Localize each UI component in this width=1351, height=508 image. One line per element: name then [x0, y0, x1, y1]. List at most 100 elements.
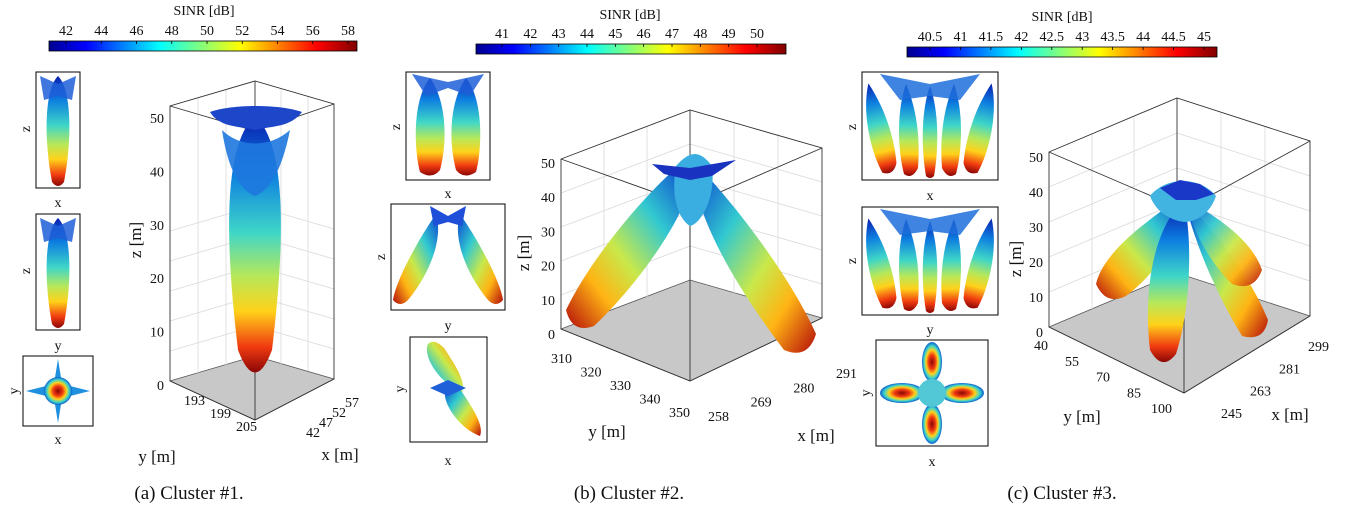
z-tick-label: 30 [541, 225, 555, 240]
colorbar-b: SINR [dB] 41 42 43 44 45 46 47 48 49 50 [475, 8, 787, 55]
x-tick-label: 281 [1279, 362, 1300, 377]
inset-c-xy: y x [859, 339, 989, 470]
panel-b: SINR [dB] 41 42 43 44 45 46 47 48 49 50 z x z y y [374, 8, 857, 504]
inset-c-xy-hlabel: x [929, 455, 936, 470]
axes3d-c-ylabel: y [m] [1063, 407, 1100, 426]
colorbar-tick: 44 [94, 24, 108, 39]
caption-c: (c) Cluster #3. [1007, 483, 1116, 504]
y-tick-label: 320 [581, 366, 602, 381]
y-tick-label: 85 [1127, 386, 1141, 401]
axes3d-c-yticks: 40 55 70 85 100 [1034, 339, 1172, 417]
x-tick-label: 52 [332, 406, 346, 421]
inset-b-xy-hlabel: x [445, 454, 452, 469]
inset-b-xy-vlabel: y [393, 386, 408, 393]
z-tick-label: 30 [1029, 221, 1043, 236]
z-tick-label: 20 [541, 260, 555, 275]
inset-a-xy-vlabel: y [7, 388, 22, 395]
axes3d-b-zlabel: z [m] [514, 235, 533, 271]
colorbar-tick: 46 [130, 24, 144, 39]
colorbar-b-ticks: 41 42 43 44 45 46 47 48 49 50 [495, 27, 764, 47]
axes3d-b-xlabel: x [m] [797, 426, 834, 445]
y-tick-label: 340 [640, 393, 661, 408]
inset-a-yz-hlabel: y [55, 339, 62, 354]
axes3d-a-zticks: 0 10 20 30 40 50 [150, 112, 164, 394]
z-tick-label: 50 [1029, 151, 1043, 166]
inset-a-xy: y x [7, 355, 94, 448]
y-tick-label: 310 [551, 352, 572, 367]
colorbar-a-label: SINR [dB] [173, 4, 234, 19]
x-tick-label: 47 [319, 416, 333, 431]
inset-b-xz-hlabel: x [445, 187, 452, 202]
colorbar-a-ticks: 42 44 46 48 50 52 54 56 58 [59, 24, 355, 44]
x-tick-label: 291 [836, 367, 857, 382]
axes3d-c: 0 10 20 30 40 50 40 55 70 85 100 245 263 281 299 z [… [1006, 97, 1329, 426]
colorbar-tick: 54 [271, 24, 285, 39]
colorbar-tick: 44.5 [1161, 30, 1186, 45]
inset-a-xz-hlabel: x [55, 196, 62, 211]
colorbar-a: SINR [dB] 42 44 46 48 50 52 54 56 58 [48, 4, 358, 52]
z-tick-label: 10 [541, 294, 555, 309]
axes3d-c-zticks: 0 10 20 30 40 50 [1029, 151, 1043, 341]
z-tick-label: 50 [150, 112, 164, 127]
panel-a: SINR [dB] 42 44 46 48 50 52 54 56 58 z x z y y x [7, 4, 359, 504]
colorbar-a-bar [48, 40, 358, 52]
colorbar-b-label: SINR [dB] [599, 8, 660, 23]
colorbar-tick: 40.5 [918, 30, 943, 45]
inset-c-xz-vlabel: z [845, 124, 860, 130]
axes3d-b: 0 10 20 30 40 50 310 320 330 340 350 258 269 280 291… [514, 109, 857, 445]
axes3d-a-ylabel: y [m] [138, 447, 175, 466]
colorbar-tick: 43 [1075, 30, 1089, 45]
x-tick-label: 280 [793, 381, 814, 396]
colorbar-tick: 42 [1014, 30, 1028, 45]
axes3d-c-xlabel: x [m] [1271, 405, 1308, 424]
caption-a: (a) Cluster #1. [134, 483, 243, 504]
inset-c-yz-vlabel: z [845, 258, 860, 264]
x-tick-label: 57 [345, 396, 359, 411]
z-tick-label: 40 [150, 165, 164, 180]
x-tick-label: 263 [1250, 385, 1271, 400]
y-tick-label: 350 [669, 406, 690, 421]
axes3d-c-xticks: 245 263 281 299 [1221, 340, 1329, 422]
inset-c-xz: z x [845, 71, 999, 204]
y-tick-label: 205 [236, 420, 257, 435]
axes3d-b-zticks: 0 10 20 30 40 50 [541, 157, 555, 343]
colorbar-tick: 46 [637, 27, 651, 42]
inset-a-xz: z x [19, 71, 81, 211]
z-tick-label: 40 [1029, 186, 1043, 201]
inset-c-yz-hlabel: y [927, 323, 934, 338]
y-tick-label: 193 [184, 394, 205, 409]
colorbar-c-bar [906, 46, 1218, 58]
inset-c-xy-vlabel: y [859, 390, 874, 397]
z-tick-label: 40 [541, 191, 555, 206]
inset-b-yz: z y [374, 203, 506, 334]
axes3d-b-yticks: 310 320 330 340 350 [551, 352, 690, 421]
colorbar-tick: 45 [608, 27, 622, 42]
z-tick-label: 20 [150, 272, 164, 287]
colorbar-tick: 56 [306, 24, 320, 39]
colorbar-tick: 41 [953, 30, 967, 45]
axes3d-c-zlabel: z [m] [1006, 241, 1025, 277]
z-tick-label: 10 [1029, 291, 1043, 306]
y-tick-label: 55 [1065, 355, 1079, 370]
colorbar-tick: 41.5 [979, 30, 1004, 45]
colorbar-tick: 44 [1136, 30, 1150, 45]
colorbar-c-ticks: 40.5 41 41.5 42 42.5 43 43.5 44 44.5 45 [918, 30, 1211, 50]
y-tick-label: 199 [210, 407, 231, 422]
axes3d-b-xticks: 258 269 280 291 [708, 367, 857, 425]
inset-c-yz: z y [845, 206, 999, 338]
inset-b-yz-vlabel: z [374, 254, 389, 260]
inset-a-xy-hlabel: x [55, 433, 62, 448]
caption-b: (b) Cluster #2. [574, 483, 684, 504]
colorbar-tick: 52 [235, 24, 249, 39]
inset-a-yz: z y [19, 213, 81, 354]
colorbar-tick: 48 [165, 24, 179, 39]
x-tick-label: 42 [306, 426, 320, 441]
colorbar-tick: 50 [750, 27, 764, 42]
colorbar-tick: 42 [59, 24, 73, 39]
inset-b-xz-vlabel: z [389, 124, 404, 130]
colorbar-tick: 42 [523, 27, 537, 42]
x-tick-label: 245 [1221, 407, 1242, 422]
